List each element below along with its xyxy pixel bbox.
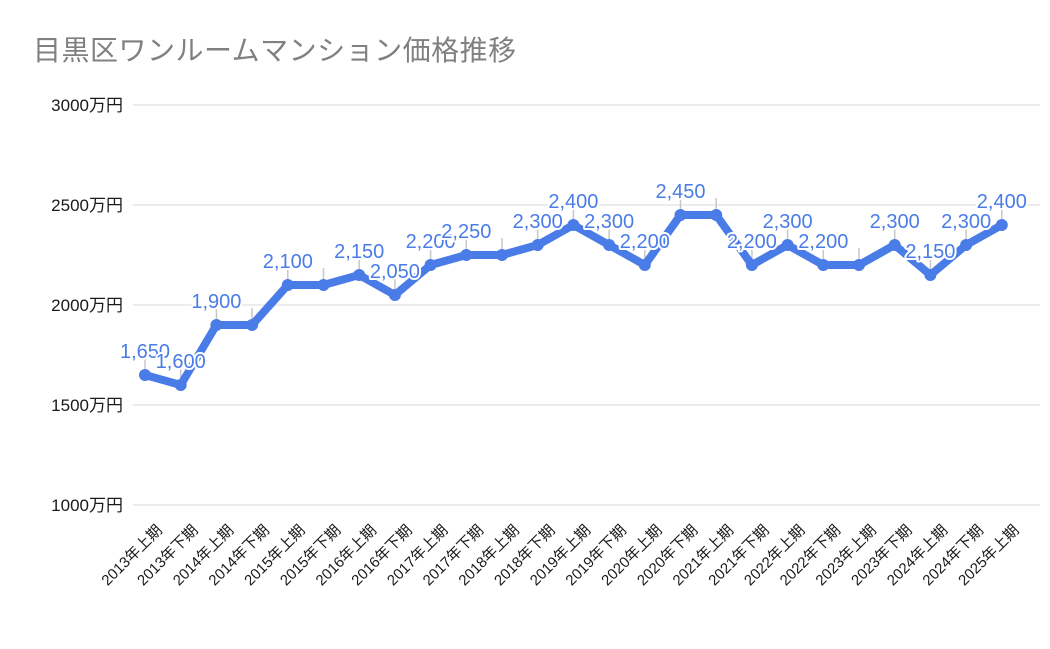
data-label: 2,300 [941,211,991,233]
data-label: 2,200 [727,231,777,253]
data-point[interactable] [638,259,651,271]
data-point[interactable] [281,279,294,291]
data-label: 2,050 [370,261,420,283]
data-point[interactable] [531,239,544,251]
x-axis-labels: 2013年上期2013年下期2014年上期2014年下期2015年上期2015年… [98,522,1022,589]
y-tick-label: 3000万円 [51,96,123,115]
data-point[interactable] [710,209,723,221]
y-tick-label: 1500万円 [51,396,123,415]
data-point[interactable] [139,369,151,381]
data-label: 2,100 [263,251,313,273]
data-point[interactable] [567,219,580,231]
data-label: 2,300 [870,211,920,233]
data-point[interactable] [388,289,401,301]
data-label: 2,300 [763,211,813,233]
data-point[interactable] [960,239,973,251]
data-label: 2,300 [584,211,634,233]
data-point[interactable] [174,379,187,391]
data-point[interactable] [853,259,865,271]
data-point[interactable] [781,239,794,251]
data-point[interactable] [603,239,616,251]
data-points [139,209,1008,391]
series-line [141,211,1006,389]
data-label: 2,300 [513,211,563,233]
y-tick-label: 2000万円 [51,296,123,315]
data-label: 2,400 [977,191,1027,213]
data-label: 1,900 [191,291,241,313]
data-label: 2,450 [655,181,705,203]
data-label: 2,250 [441,221,491,243]
chart-title: 目黒区ワンルームマンション価格推移 [33,35,517,66]
data-point[interactable] [424,259,437,271]
data-point[interactable] [995,219,1008,231]
annotation-stems [144,198,1003,379]
data-point[interactable] [246,319,259,331]
y-tick-label: 2500万円 [51,196,123,215]
data-point[interactable] [210,319,223,331]
data-point[interactable] [317,279,330,291]
data-label: 2,200 [798,231,848,253]
gridlines [133,104,1040,506]
data-label: 2,200 [406,231,456,253]
data-point[interactable] [817,259,830,271]
data-point[interactable] [924,269,937,281]
y-tick-label: 1000万円 [51,496,123,515]
data-point[interactable] [460,249,473,261]
data-label: 2,150 [334,241,384,263]
data-point[interactable] [353,269,366,281]
data-label: 2,150 [905,241,955,263]
data-label: 2,200 [620,231,670,253]
data-point[interactable] [745,259,758,271]
data-point[interactable] [888,239,901,251]
data-label: 1,600 [156,351,206,373]
data-label: 2,400 [548,191,598,213]
data-label: 1,650 [120,341,170,363]
y-axis-labels: 3000万円 2500万円 2000万円 1500万円 1000万円 [51,96,123,515]
price-series-line [141,211,1006,389]
data-point[interactable] [496,249,508,261]
data-point[interactable] [674,209,687,221]
